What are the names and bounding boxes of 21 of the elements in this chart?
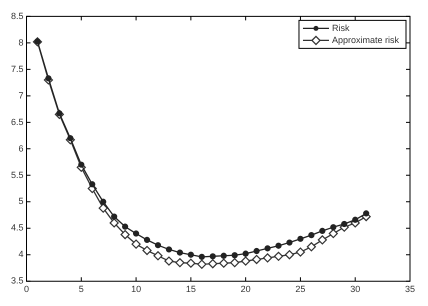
legend-label: Approximate risk [332,34,400,45]
x-tick-label: 0 [24,284,30,294]
y-tick-label: 3.5 [10,276,24,286]
x-tick-label: 30 [350,284,360,294]
x-tick-label: 20 [240,284,251,294]
x-tick-label: 25 [295,284,306,294]
y-tick-label: 7 [18,90,24,100]
y-tick-label: 6 [18,143,24,154]
y-tick-label: 4 [18,249,24,260]
y-tick-label: 5.5 [10,170,24,180]
y-tick-label: 7.5 [10,64,24,74]
y-tick-label: 4.5 [10,222,24,233]
x-tick-label: 10 [131,284,142,294]
y-tick-label: 8.5 [10,10,24,21]
y-tick-label: 8 [18,37,24,48]
legend-label: Risk [332,22,350,33]
x-tick-label: 15 [186,284,196,294]
y-tick-label: 5 [18,196,24,206]
x-tick-label: 35 [404,284,416,294]
x-tick-label: 5 [78,284,84,294]
y-tick-label: 6.5 [10,116,24,127]
